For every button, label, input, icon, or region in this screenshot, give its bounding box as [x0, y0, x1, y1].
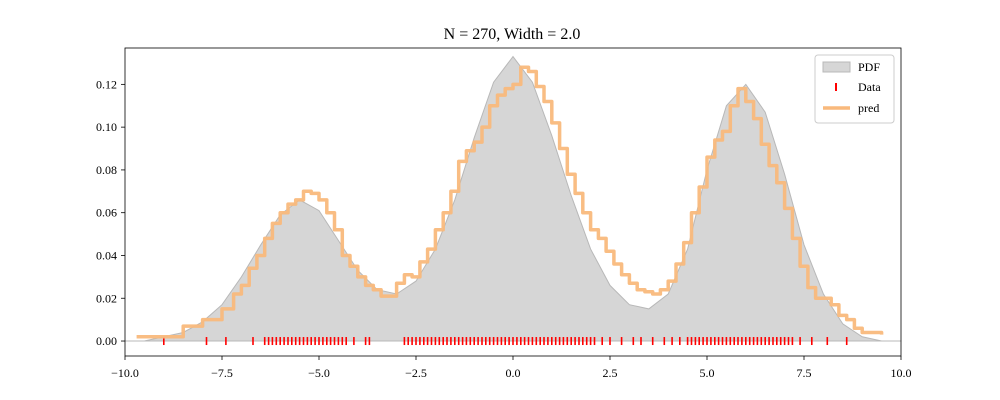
legend-pdf-swatch [822, 61, 851, 73]
plot-area [124, 55, 902, 346]
x-tick-label: −10.0 [111, 366, 139, 380]
x-axis: −10.0 −7.5 −5.0 −2.5 0.0 2.5 5.0 7.5 10.0 [111, 356, 912, 380]
y-tick-label: 0.08 [96, 163, 117, 177]
x-tick-label: 0.0 [506, 366, 521, 380]
y-tick-label: 0.10 [96, 120, 117, 134]
x-tick-label: 2.5 [603, 366, 618, 380]
x-tick-label: −7.5 [211, 366, 233, 380]
legend-data-label: Data [858, 80, 881, 94]
x-tick-label: 10.0 [891, 366, 912, 380]
pred-line [136, 65, 884, 339]
y-tick-label: 0.00 [96, 334, 117, 348]
x-tick-label: −5.0 [308, 366, 330, 380]
y-tick-label: 0.12 [96, 77, 117, 91]
y-axis: 0.00 0.02 0.04 0.06 0.08 0.10 0.12 [96, 77, 125, 348]
y-tick-label: 0.02 [96, 291, 117, 305]
chart-title: N = 270, Width = 2.0 [444, 26, 581, 43]
legend-pred-label: pred [858, 101, 879, 115]
legend: PDF Data pred [814, 54, 895, 124]
x-tick-label: −2.5 [405, 366, 427, 380]
x-tick-label: 7.5 [797, 366, 812, 380]
pdf-area [124, 55, 902, 342]
legend-pdf-label: PDF [858, 60, 880, 74]
x-tick-label: 5.0 [700, 366, 715, 380]
y-tick-label: 0.04 [96, 248, 117, 262]
y-tick-label: 0.06 [96, 206, 117, 220]
